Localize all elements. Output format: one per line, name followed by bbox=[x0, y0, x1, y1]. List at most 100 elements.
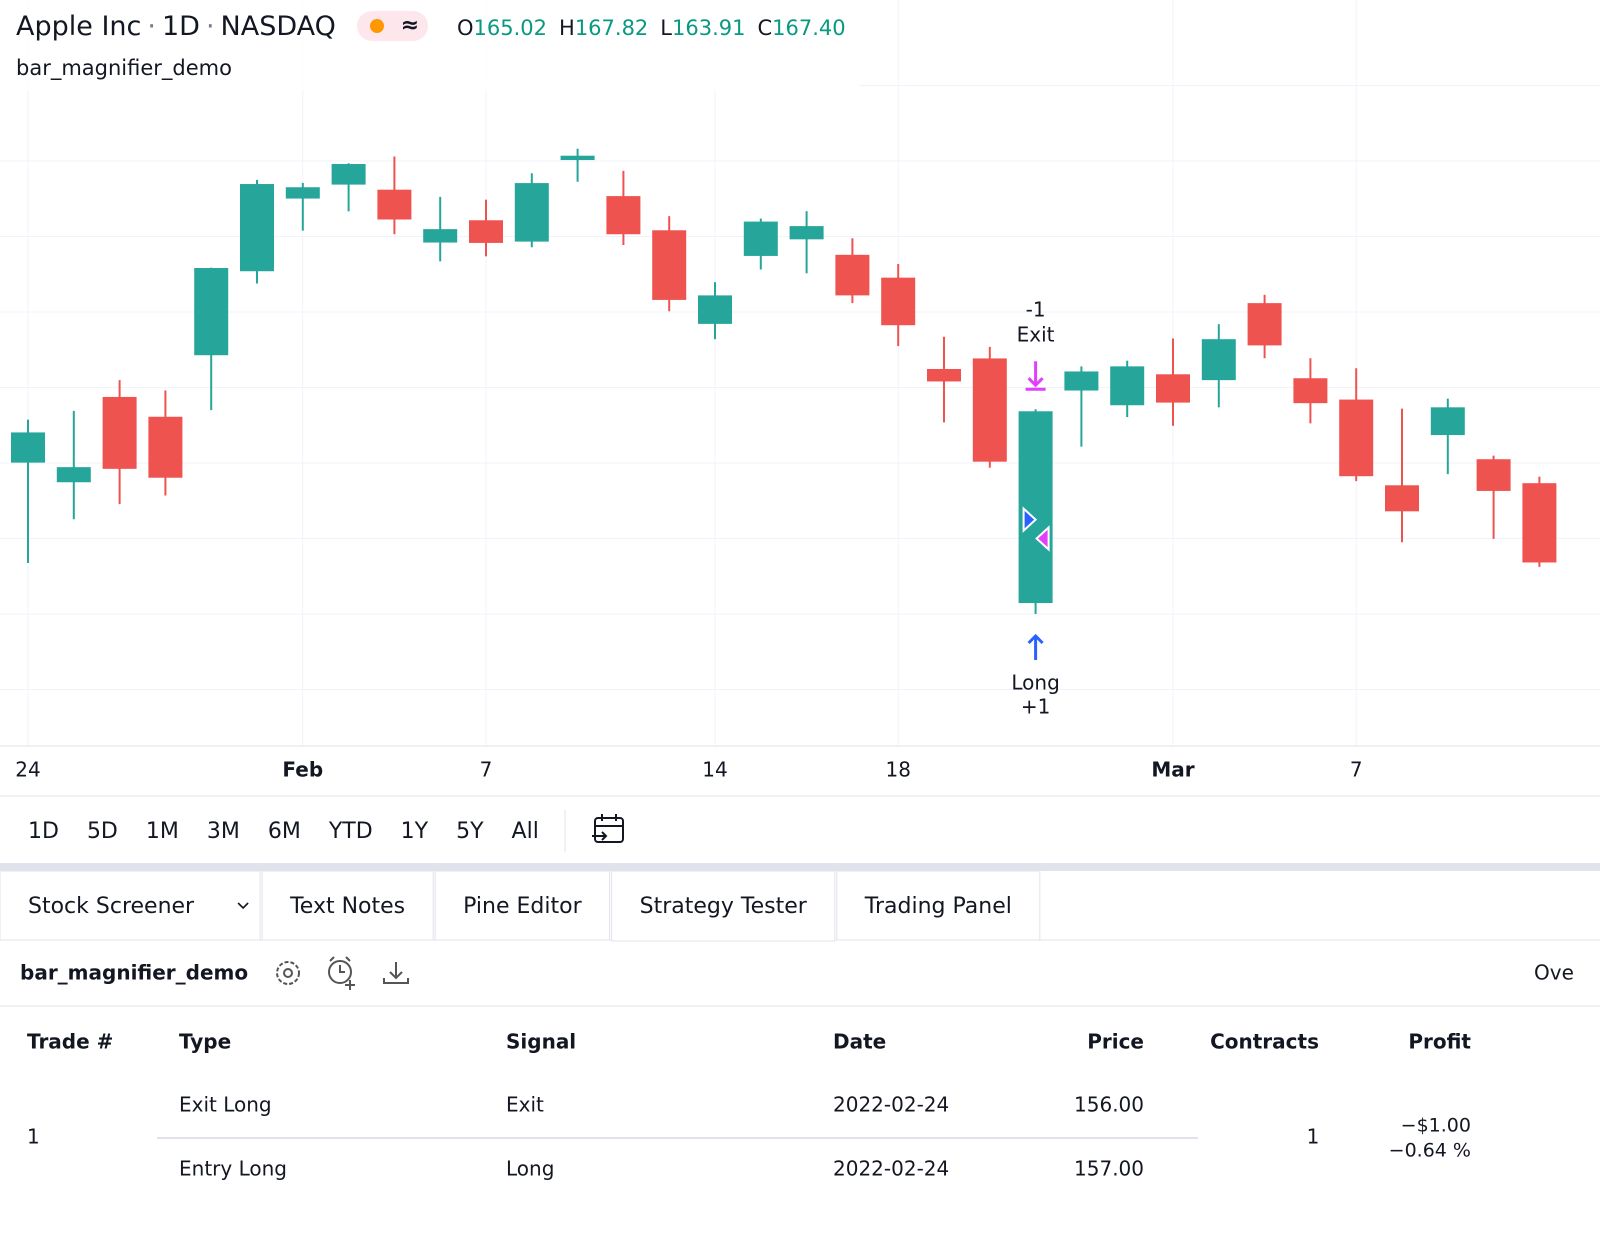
panel-separator bbox=[0, 863, 1600, 871]
candle-body bbox=[285, 187, 320, 199]
overview-tab[interactable]: Ove bbox=[1534, 961, 1574, 985]
ohlc-label: L bbox=[660, 16, 672, 40]
header-separator: · bbox=[147, 11, 156, 42]
tab[interactable] bbox=[611, 870, 836, 942]
tab[interactable] bbox=[0, 870, 261, 941]
table-header: Signal bbox=[506, 1030, 576, 1054]
range-button[interactable]: 1Y bbox=[401, 819, 429, 844]
range-button[interactable]: 6M bbox=[268, 819, 301, 844]
trade-cell: 157.00 bbox=[1074, 1157, 1144, 1181]
candle-body bbox=[377, 189, 412, 220]
ohlc-value: 167.40 bbox=[772, 16, 845, 40]
symbol-title: Apple Inc · 1D · NASDAQ bbox=[16, 11, 336, 42]
session-icon: ≈ bbox=[401, 13, 419, 38]
tab[interactable] bbox=[434, 870, 611, 941]
candle-body bbox=[789, 226, 824, 240]
trade-cell: 2022-02-24 bbox=[833, 1093, 949, 1117]
candle-body bbox=[1201, 339, 1236, 381]
tab-label[interactable]: Stock Screener bbox=[28, 894, 195, 919]
tab-label[interactable]: Text Notes bbox=[289, 894, 405, 919]
calendar-icon[interactable] bbox=[592, 814, 624, 843]
range-button[interactable]: 5D bbox=[87, 819, 118, 844]
candle-body bbox=[11, 432, 45, 463]
x-tick-label: Feb bbox=[282, 758, 323, 782]
range-button[interactable]: 3M bbox=[207, 819, 240, 844]
entry-signal-label: Long bbox=[1011, 671, 1059, 695]
trade-cell: Exit bbox=[506, 1093, 544, 1117]
exit-arrow bbox=[1025, 361, 1046, 391]
x-tick-label: 18 bbox=[885, 758, 910, 782]
trade-cell: Entry Long bbox=[179, 1157, 287, 1181]
entry-qty-label: +1 bbox=[1021, 695, 1050, 719]
candle-body bbox=[514, 183, 549, 242]
candle-body bbox=[1018, 411, 1053, 604]
trade-cell: 2022-02-24 bbox=[833, 1157, 949, 1181]
market-icon bbox=[370, 19, 384, 33]
trade-profit-pct: −0.64 % bbox=[1389, 1140, 1471, 1162]
tab-dropdown[interactable] bbox=[237, 902, 249, 910]
exit-qty-label: -1 bbox=[1026, 298, 1046, 322]
candle-body bbox=[1476, 459, 1511, 491]
candle-body bbox=[606, 196, 641, 235]
x-tick-label: Mar bbox=[1151, 758, 1194, 782]
candle-body bbox=[469, 220, 503, 243]
candle-body bbox=[835, 254, 870, 296]
entry-marker bbox=[1022, 506, 1038, 533]
trade-number: 1 bbox=[27, 1125, 40, 1149]
header-separator: · bbox=[206, 11, 215, 42]
candle-body bbox=[1522, 483, 1557, 563]
indicator-name: bar_magnifier_demo bbox=[16, 56, 232, 81]
candle-body bbox=[1293, 378, 1328, 404]
candle-body bbox=[56, 467, 91, 483]
download-icon[interactable] bbox=[383, 962, 409, 984]
x-tick-label: 7 bbox=[1350, 758, 1363, 782]
trade-cell: 156.00 bbox=[1074, 1093, 1144, 1117]
tab[interactable] bbox=[836, 870, 1041, 941]
range-button[interactable]: 1D bbox=[28, 819, 59, 844]
trade-contracts: 1 bbox=[1307, 1125, 1320, 1149]
ohlc-label: O bbox=[457, 16, 474, 40]
strategy-name: bar_magnifier_demo bbox=[20, 961, 248, 985]
trade-cell: Long bbox=[506, 1157, 554, 1181]
ohlc-label: C bbox=[757, 16, 772, 40]
header-symbol: Apple Inc bbox=[16, 11, 141, 42]
x-tick-label: 24 bbox=[15, 758, 40, 782]
x-tick-label: 7 bbox=[480, 758, 493, 782]
candle-body bbox=[1156, 374, 1190, 403]
candle-body bbox=[1339, 399, 1374, 477]
status-pill bbox=[357, 11, 428, 41]
candle-body bbox=[148, 416, 183, 478]
tab[interactable] bbox=[261, 870, 434, 941]
tab-label[interactable]: Trading Panel bbox=[864, 894, 1012, 919]
candle-body bbox=[1064, 371, 1099, 391]
candle-body bbox=[194, 268, 229, 356]
candle-body bbox=[972, 358, 1007, 462]
trade-cell: Exit Long bbox=[179, 1093, 272, 1117]
candle-body bbox=[1430, 407, 1465, 436]
tab-label[interactable]: Pine Editor bbox=[463, 894, 582, 919]
range-button[interactable]: All bbox=[512, 819, 539, 844]
candle-body bbox=[1247, 303, 1282, 346]
table-header: Price bbox=[1087, 1030, 1144, 1054]
exit-signal-label: Exit bbox=[1017, 323, 1055, 347]
candle-body bbox=[1385, 485, 1419, 512]
header-interval: 1D bbox=[162, 11, 200, 42]
range-button[interactable]: 5Y bbox=[456, 819, 484, 844]
ohlc-values: O165.02 H167.82 L163.91 C167.40 bbox=[457, 16, 846, 40]
candle-body bbox=[560, 155, 595, 161]
range-button[interactable]: YTD bbox=[328, 819, 373, 844]
candle-body bbox=[102, 396, 137, 469]
settings-icon[interactable] bbox=[276, 961, 300, 985]
ohlc-value: 167.82 bbox=[575, 16, 648, 40]
candle-body bbox=[652, 230, 687, 300]
range-button[interactable]: 1M bbox=[146, 819, 179, 844]
candle-body bbox=[240, 184, 274, 272]
header-exchange: NASDAQ bbox=[221, 11, 336, 42]
table-header: Contracts bbox=[1210, 1030, 1319, 1054]
entry-arrow bbox=[1027, 633, 1044, 660]
tab-label[interactable]: Strategy Tester bbox=[640, 894, 808, 919]
ohlc-value: 165.02 bbox=[474, 16, 547, 40]
candle-body bbox=[698, 295, 732, 324]
alert-icon[interactable] bbox=[328, 956, 355, 990]
